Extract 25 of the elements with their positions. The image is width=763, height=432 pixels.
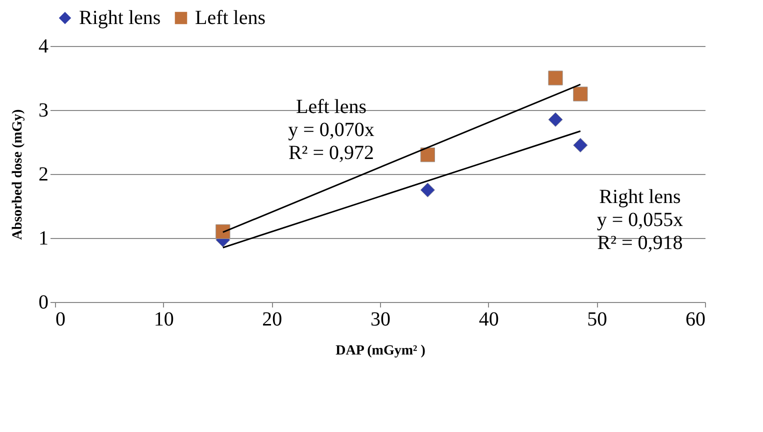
- x-tick-label: 60: [686, 308, 706, 330]
- point: [573, 138, 588, 153]
- point: [548, 70, 563, 86]
- x-tick-label: 20: [262, 308, 282, 330]
- annotation: Right lens y = 0,055x R² = 0,918: [596, 186, 684, 254]
- x-axis-title: DAP (mGym² ): [336, 344, 426, 358]
- y-tick-label: 2: [38, 164, 48, 186]
- x-tick-label: 30: [370, 308, 390, 330]
- point: [420, 147, 435, 162]
- legend-label: Right lens: [79, 7, 161, 29]
- point: [216, 224, 230, 239]
- annotation: Left lens y = 0,070x R² = 0,972: [288, 96, 374, 164]
- x-tick-label: 0: [56, 308, 66, 330]
- point: [573, 86, 588, 102]
- legend-label: Left lens: [195, 7, 266, 29]
- point: [420, 182, 435, 198]
- y-tick-label: 1: [38, 228, 48, 250]
- y-tick-label: 0: [38, 292, 48, 314]
- point: [548, 112, 563, 127]
- y-tick-label: 3: [38, 100, 48, 122]
- y-tick-label: 4: [38, 36, 48, 58]
- x-tick-label: 10: [154, 308, 174, 330]
- x-tick-label: 40: [478, 308, 499, 330]
- x-tick-label: 50: [587, 308, 608, 330]
- y-axis-title: Absorbed dose (mGy): [10, 108, 26, 240]
